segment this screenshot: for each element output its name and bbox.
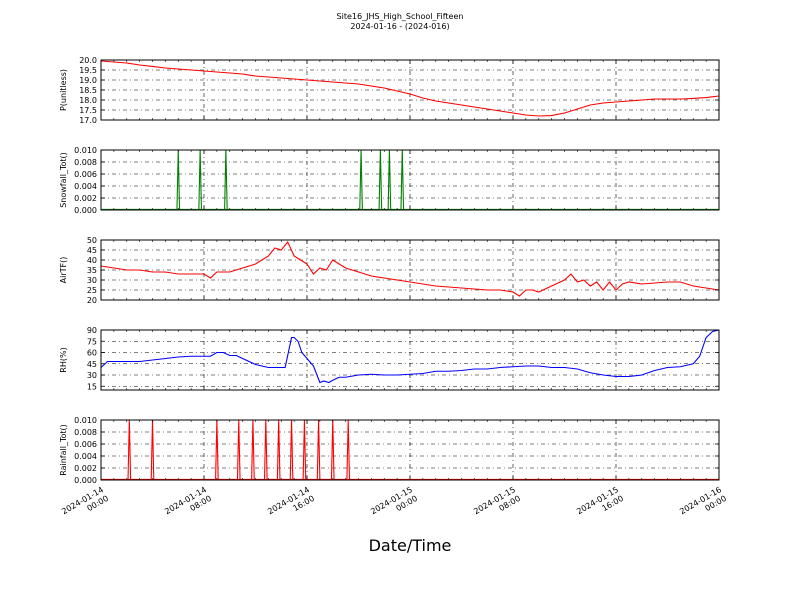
y-tick-label: 0.010 xyxy=(74,416,97,425)
series-spike xyxy=(400,149,405,211)
panel-5: 0.010 0.008 0.006 0.004 0.002 0.000 Rainfall_T… xyxy=(59,416,720,485)
series-spike xyxy=(263,419,268,481)
y-tick-label: 35 xyxy=(87,266,97,275)
series-spike xyxy=(330,419,335,481)
y-tick-label: 20.0 xyxy=(79,56,97,65)
panel-1: 20.019.519.018.518.017.517.0 P(unitless) xyxy=(59,56,720,125)
y-tick-label: 19.5 xyxy=(79,66,97,75)
y-tick-label: 30 xyxy=(87,276,97,285)
series-spike xyxy=(378,149,383,211)
y-tick-label: 30 xyxy=(87,371,97,380)
y-tick-label: 0.006 xyxy=(74,170,97,179)
series-spike xyxy=(359,149,363,211)
series-line xyxy=(100,240,720,297)
y-tick-label: 75 xyxy=(87,337,97,346)
x-axis-label: Date/Time xyxy=(369,536,452,555)
y-tick-label: 0.002 xyxy=(74,464,97,473)
series-spike xyxy=(176,149,181,211)
series-line xyxy=(100,60,720,117)
y-axis-label: AirTF() xyxy=(59,257,68,284)
y-tick-label: 15 xyxy=(87,382,97,391)
y-tick-label: 0.004 xyxy=(74,452,97,461)
y-tick-label: 17.0 xyxy=(79,116,97,125)
series-spike xyxy=(251,419,255,481)
y-axis-label: RH(%) xyxy=(59,347,68,372)
series-spike xyxy=(276,419,281,481)
panel-2: 0.010 0.008 0.006 0.004 0.002 0.000 Snowfall_T… xyxy=(59,146,720,215)
y-tick-label: 50 xyxy=(87,236,97,245)
y-tick-label: 0.002 xyxy=(74,194,97,203)
y-tick-label: 19.0 xyxy=(79,76,97,85)
y-tick-label: 0.008 xyxy=(74,158,97,167)
y-tick-label: 0.008 xyxy=(74,428,97,437)
y-axis-label: P(unitless) xyxy=(59,69,68,111)
y-tick-label: 45 xyxy=(87,360,97,369)
series-spike xyxy=(236,419,241,481)
y-tick-label: 90 xyxy=(87,326,97,335)
series-spike xyxy=(198,149,202,211)
y-tick-label: 0.006 xyxy=(74,440,97,449)
series-spike xyxy=(387,149,392,211)
panels-layer: 20.019.519.018.518.017.517.0 P(unitless) 0… xyxy=(59,56,720,485)
y-tick-label: 0.000 xyxy=(74,206,97,215)
chart-subtitle: 2024-01-16 - (2024-016) xyxy=(350,22,449,31)
y-tick-label: 17.5 xyxy=(79,106,97,115)
series-line xyxy=(100,329,720,384)
chart-title: Site16_JHS_High_School_Fifteen xyxy=(337,12,464,21)
y-tick-label: 18.0 xyxy=(79,96,97,105)
y-tick-label: 40 xyxy=(87,256,97,265)
series-spike xyxy=(150,419,155,481)
series-spike xyxy=(224,149,228,211)
series-spike xyxy=(302,419,307,481)
y-tick-label: 25 xyxy=(87,286,97,295)
series-spike xyxy=(316,419,321,481)
y-axis-label: Snowfall_Tot() xyxy=(59,152,68,208)
panel-4: 90 75 60 45 30 15 RH(%) xyxy=(59,326,720,391)
series-spike xyxy=(289,419,294,481)
y-tick-label: 18.5 xyxy=(79,86,97,95)
y-tick-label: 60 xyxy=(87,349,97,358)
y-axis-label: Rainfall_Tot() xyxy=(59,424,68,476)
series-spike xyxy=(215,419,219,481)
series-spike xyxy=(346,419,351,481)
y-tick-label: 0.000 xyxy=(74,476,97,485)
y-tick-label: 0.010 xyxy=(74,146,97,155)
y-tick-label: 20 xyxy=(87,296,97,305)
y-tick-label: 0.004 xyxy=(74,182,97,191)
y-tick-label: 45 xyxy=(87,246,97,255)
series-spike xyxy=(127,419,132,481)
